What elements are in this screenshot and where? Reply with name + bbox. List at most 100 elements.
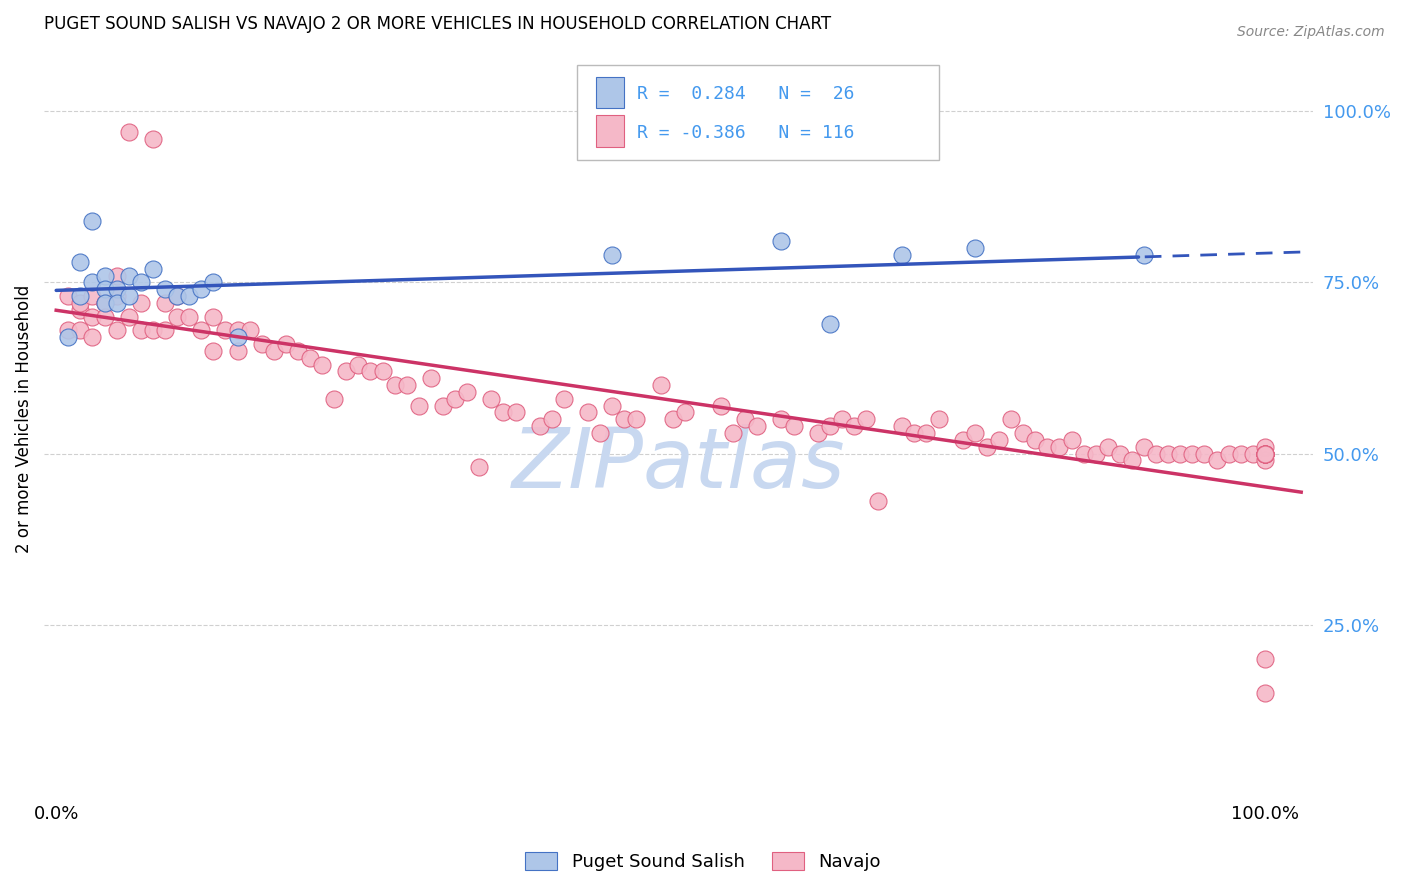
Point <box>226 323 249 337</box>
Point <box>1133 248 1156 262</box>
Point <box>347 358 370 372</box>
Point <box>868 494 890 508</box>
Point <box>105 289 128 303</box>
Point <box>1254 446 1277 460</box>
Point <box>214 323 236 337</box>
Point <box>661 412 683 426</box>
Point <box>371 364 394 378</box>
Point <box>710 399 733 413</box>
Bar <box>596 115 624 147</box>
Point <box>1241 446 1264 460</box>
Point <box>226 330 249 344</box>
Legend: Puget Sound Salish, Navajo: Puget Sound Salish, Navajo <box>517 845 889 879</box>
Point <box>395 378 418 392</box>
Point <box>903 425 925 440</box>
Point <box>891 248 914 262</box>
Point <box>323 392 346 406</box>
Point <box>782 419 804 434</box>
Point <box>432 399 454 413</box>
Point <box>626 412 648 426</box>
Point <box>58 289 80 303</box>
Point <box>673 405 696 419</box>
Point <box>82 310 104 324</box>
Point <box>1012 425 1035 440</box>
Point <box>93 296 115 310</box>
Point <box>69 296 91 310</box>
Point <box>1000 412 1022 426</box>
Point <box>600 399 623 413</box>
Point <box>721 425 744 440</box>
Point <box>734 412 756 426</box>
Point <box>613 412 636 426</box>
Point <box>1254 446 1277 460</box>
Point <box>456 384 478 399</box>
Point <box>576 405 599 419</box>
Text: ZIPatlas: ZIPatlas <box>512 424 845 505</box>
Point <box>287 343 309 358</box>
Point <box>239 323 262 337</box>
Point <box>505 405 527 419</box>
Point <box>1049 440 1071 454</box>
Point <box>807 425 830 440</box>
Text: PUGET SOUND SALISH VS NAVAJO 2 OR MORE VEHICLES IN HOUSEHOLD CORRELATION CHART: PUGET SOUND SALISH VS NAVAJO 2 OR MORE V… <box>44 15 831 33</box>
Point <box>747 419 769 434</box>
Point <box>93 310 115 324</box>
Point <box>1254 446 1277 460</box>
Text: Source: ZipAtlas.com: Source: ZipAtlas.com <box>1237 25 1385 39</box>
Point <box>963 241 986 255</box>
Point <box>311 358 333 372</box>
Point <box>1097 440 1119 454</box>
Point <box>82 289 104 303</box>
Point <box>129 276 152 290</box>
Point <box>384 378 406 392</box>
Point <box>179 289 201 303</box>
Point <box>1205 453 1227 467</box>
Point <box>179 310 201 324</box>
Point <box>444 392 467 406</box>
Point <box>818 317 841 331</box>
Point <box>69 323 91 337</box>
Point <box>82 214 104 228</box>
Point <box>118 289 141 303</box>
Point <box>650 378 672 392</box>
Point <box>1254 652 1277 666</box>
Point <box>770 412 793 426</box>
Point <box>202 276 225 290</box>
Point <box>1121 453 1143 467</box>
Point <box>818 419 841 434</box>
Point <box>1181 446 1204 460</box>
Point <box>226 343 249 358</box>
Point <box>1254 446 1277 460</box>
Point <box>1060 433 1083 447</box>
Point <box>1036 440 1059 454</box>
Point <box>479 392 502 406</box>
Bar <box>596 77 624 109</box>
Point <box>69 289 91 303</box>
Point <box>419 371 441 385</box>
Point <box>190 323 212 337</box>
Point <box>468 460 491 475</box>
Point <box>928 412 950 426</box>
Point <box>976 440 998 454</box>
Point <box>93 282 115 296</box>
Point <box>842 419 865 434</box>
Point <box>82 276 104 290</box>
Point <box>1218 446 1240 460</box>
Point <box>166 289 188 303</box>
Point <box>831 412 853 426</box>
Point <box>1073 446 1095 460</box>
Point <box>1254 446 1277 460</box>
Point <box>202 343 225 358</box>
Point <box>1157 446 1180 460</box>
Point <box>492 405 515 419</box>
Point <box>118 310 141 324</box>
Point <box>335 364 357 378</box>
Point <box>359 364 381 378</box>
Point <box>1144 446 1167 460</box>
Point <box>915 425 938 440</box>
Point <box>855 412 877 426</box>
Y-axis label: 2 or more Vehicles in Household: 2 or more Vehicles in Household <box>15 285 32 553</box>
Point <box>988 433 1011 447</box>
Point <box>202 310 225 324</box>
Point <box>153 323 176 337</box>
